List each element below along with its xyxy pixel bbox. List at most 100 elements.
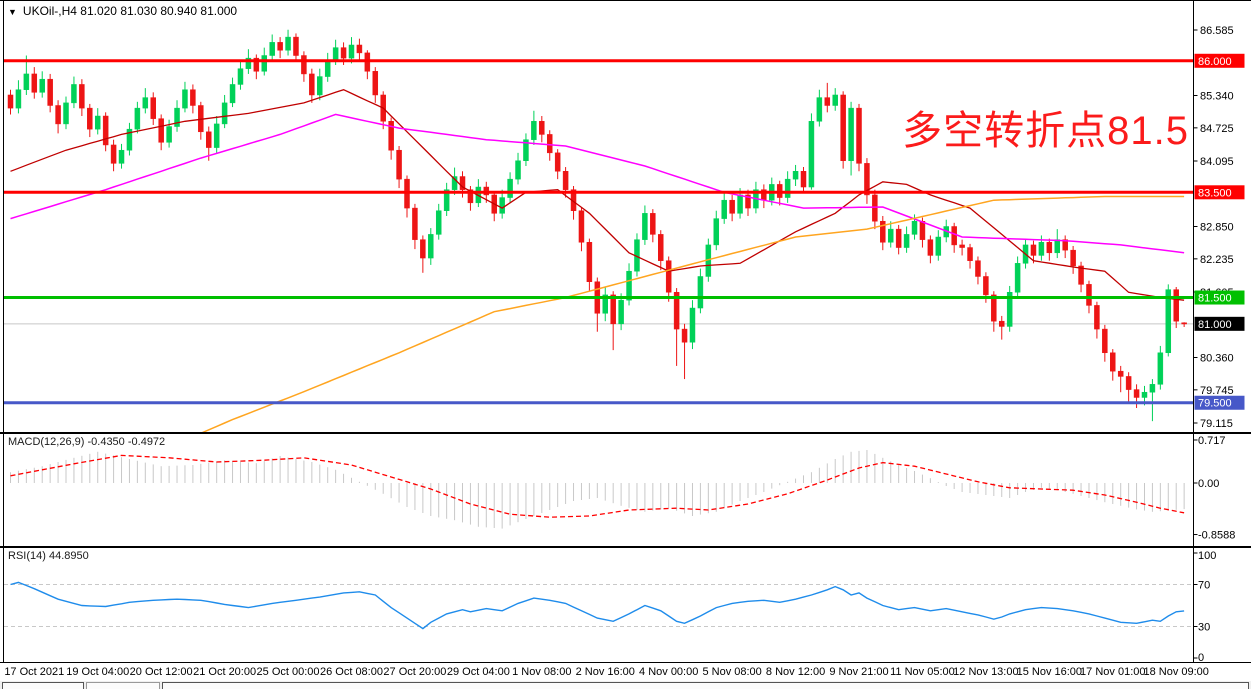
candle-body (745, 194, 751, 209)
candle-body (1054, 239, 1061, 254)
candle-body (356, 44, 363, 54)
candle-body (1038, 242, 1045, 256)
candle-body (713, 218, 720, 246)
chart-tab-2[interactable] (86, 682, 160, 689)
candle-body (39, 78, 45, 93)
candle-body (800, 171, 807, 188)
candle-body (261, 55, 268, 72)
candle-body (975, 260, 981, 277)
candle-body (324, 60, 331, 77)
candle-body (1006, 292, 1013, 327)
chart-tab-3[interactable] (162, 682, 1249, 689)
candle-body (927, 239, 934, 256)
candle-body (229, 84, 236, 104)
candle-body (23, 73, 30, 90)
candle-body (459, 176, 466, 190)
candle-body (1125, 376, 1132, 390)
candle-body (285, 36, 291, 51)
candle-body (689, 307, 696, 343)
candle-body (880, 220, 886, 243)
candle-body (118, 149, 125, 164)
candle-body (15, 89, 22, 109)
candle-body (999, 320, 1005, 327)
candle-body (681, 328, 688, 343)
chart-tab-1[interactable] (2, 682, 84, 689)
candle-body (134, 107, 141, 130)
collapse-triangle-icon[interactable]: ▼ (8, 7, 17, 17)
price-badge-label: 81.500 (1198, 293, 1232, 305)
candle-body (983, 276, 989, 296)
candle-body (602, 294, 608, 314)
date-tick-label: 5 Nov 08:00 (702, 666, 762, 678)
candle-body (658, 234, 664, 261)
candle-body (182, 89, 188, 109)
candle-body (7, 94, 14, 109)
candle-body (237, 68, 244, 85)
main-price-chart[interactable]: 86.58585.34084.72584.09582.85082.23581.6… (0, 0, 1251, 433)
time-axis: 17 Oct 2021 19 Oct 04:00 20 Oct 12:00 21 Oc… (0, 663, 1251, 681)
candle-body (245, 57, 252, 69)
ma-fast-red (10, 89, 1185, 301)
candle-body (1014, 263, 1021, 293)
candle-body (1110, 352, 1116, 372)
price-badge-label: 79.500 (1198, 398, 1232, 410)
candle-body (71, 84, 77, 104)
candle-body (79, 84, 85, 109)
chart-header: ▼ UKOil-,H4 81.020 81.030 80.940 81.000 (8, 4, 237, 18)
rsi-tick-label: 0 (1198, 652, 1204, 663)
candle-body (1078, 265, 1084, 285)
date-tick-label: 1 Nov 08:00 (512, 666, 572, 678)
candle-body (332, 47, 339, 62)
macd-indicator-panel[interactable]: 0.717 0.00 -0.8588 (0, 433, 1251, 547)
candle-body (1117, 370, 1124, 377)
macd-panel-bg (0, 433, 1251, 547)
candle-body (895, 228, 902, 248)
candle-body (102, 115, 109, 146)
candle-body (443, 189, 450, 211)
price-badge-81.500 (1194, 290, 1245, 305)
candle-body (435, 210, 442, 235)
candle-body (523, 139, 529, 161)
candle-body (578, 210, 585, 243)
rsi-tick-label: 30 (1198, 622, 1210, 634)
candle-body (126, 128, 133, 151)
candle-body (1149, 384, 1156, 393)
rsi-indicator-panel[interactable]: 100 70 30 0 (0, 547, 1251, 663)
candle-body (856, 107, 862, 164)
candle-body (94, 115, 101, 130)
price-tick-label: 85.340 (1200, 90, 1234, 102)
candle-body (293, 36, 299, 56)
candle-body (650, 213, 656, 235)
candle-body (1157, 352, 1164, 385)
candle-body (396, 149, 402, 180)
candle-body (784, 178, 791, 198)
candle-body (1094, 305, 1100, 330)
candle-body (935, 236, 942, 256)
candle-body (158, 118, 164, 143)
candle-body (903, 234, 910, 248)
candle-body (340, 47, 347, 59)
candle-body (848, 107, 854, 161)
candle-body (562, 171, 569, 190)
ma-mid-magenta (10, 113, 1185, 254)
price-tick-label: 80.360 (1200, 352, 1234, 364)
candle-body (467, 189, 474, 204)
date-tick-label: 18 Nov 09:00 (1143, 666, 1209, 678)
date-tick-label: 21 Oct 20:00 (193, 666, 257, 678)
candle-body (1173, 289, 1179, 322)
date-tick-label: 20 Oct 12:00 (129, 666, 193, 678)
macd-label: MACD(12,26,9) -0.4350 -0.4972 (8, 436, 166, 448)
price-tick-label: 84.095 (1200, 156, 1234, 168)
candle-body (253, 57, 260, 72)
candle-body (507, 178, 513, 198)
candle-body (87, 107, 93, 130)
candle-body (1102, 328, 1108, 354)
candle-body (546, 134, 553, 154)
candle-body (721, 199, 727, 219)
candle-body (824, 97, 831, 106)
candle-body (618, 299, 624, 325)
candle-body (1141, 391, 1148, 398)
candle-body (1030, 244, 1037, 256)
date-tick-label: 9 Nov 21:00 (829, 666, 889, 678)
